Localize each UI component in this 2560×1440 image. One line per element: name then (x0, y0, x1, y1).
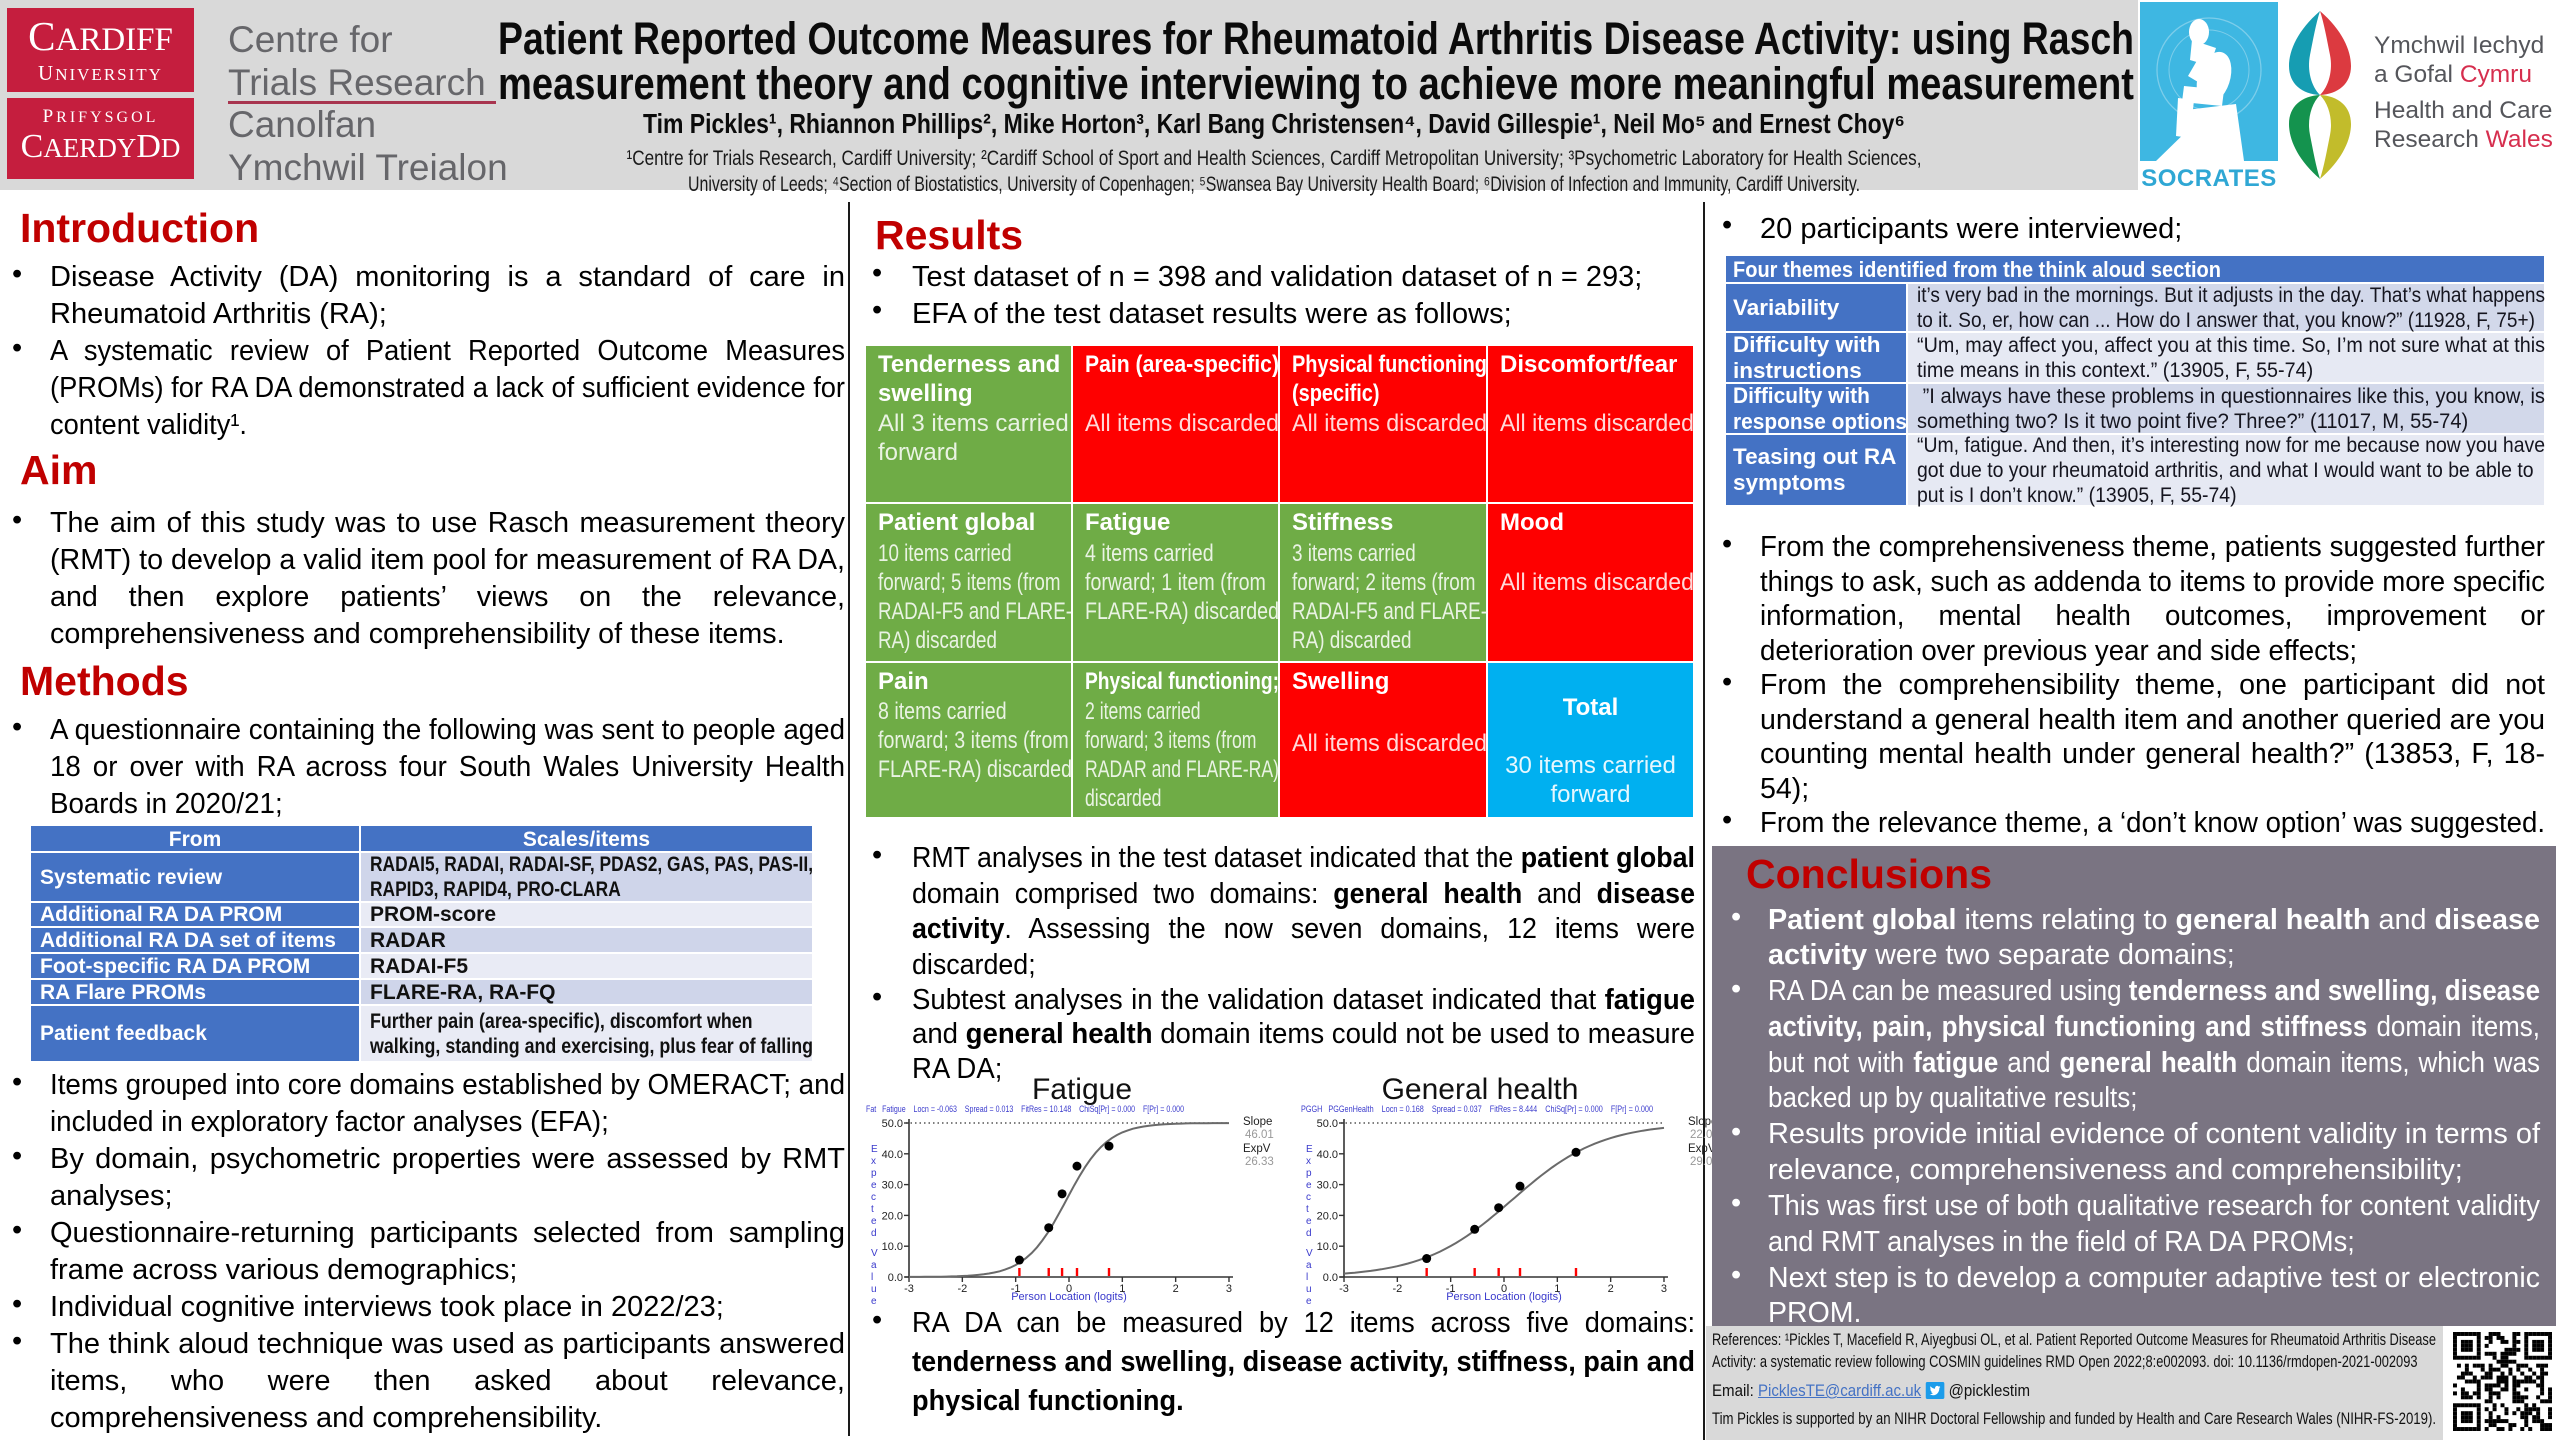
svg-text:10.0: 10.0 (1317, 1241, 1338, 1253)
svg-text:40.0: 40.0 (1317, 1149, 1338, 1161)
svg-text:Slope: Slope (1243, 1116, 1272, 1128)
svg-text:d: d (1306, 1228, 1312, 1239)
svg-text:u: u (871, 1284, 877, 1295)
svg-text:l: l (1306, 1272, 1308, 1283)
svg-text:Fatigue: Fatigue (1032, 1073, 1132, 1106)
svg-text:e: e (1306, 1216, 1312, 1227)
svg-text:-3: -3 (904, 1283, 914, 1295)
svg-text:ExpV: ExpV (1243, 1143, 1271, 1155)
svg-text:e: e (1306, 1180, 1312, 1191)
svg-text:22.03: 22.03 (1690, 1129, 1719, 1141)
svg-text:PGGH PGGenHealth Locn = 0: PGGH PGGenHealth Locn = 0.168 Spread = 0… (1301, 1104, 1653, 1115)
svg-text:e: e (871, 1296, 877, 1307)
svg-text:x: x (871, 1156, 876, 1167)
svg-text:Person Location (logits): Person Location (logits) (1446, 1291, 1562, 1303)
svg-text:0.0: 0.0 (1323, 1272, 1338, 1284)
svg-text:0: 0 (1501, 1283, 1507, 1295)
svg-text:-1: -1 (1446, 1283, 1456, 1295)
svg-text:10.0: 10.0 (882, 1241, 903, 1253)
svg-text:3: 3 (1661, 1283, 1667, 1295)
svg-text:-2: -2 (1392, 1283, 1402, 1295)
svg-text:1: 1 (1554, 1283, 1560, 1295)
svg-text:46.01: 46.01 (1245, 1129, 1274, 1141)
svg-text:SOCRATES: SOCRATES (2141, 165, 2277, 192)
svg-text:20.0: 20.0 (1317, 1210, 1338, 1222)
svg-text:e: e (1306, 1296, 1312, 1307)
svg-text:l: l (871, 1272, 873, 1283)
svg-text:V: V (871, 1248, 878, 1259)
svg-text:c: c (871, 1192, 876, 1203)
svg-text:40.0: 40.0 (882, 1149, 903, 1161)
svg-text:a: a (1306, 1260, 1312, 1271)
svg-text:30.0: 30.0 (882, 1180, 903, 1192)
svg-text:2: 2 (1173, 1283, 1179, 1295)
svg-text:t: t (1306, 1204, 1309, 1215)
svg-text:d: d (871, 1228, 877, 1239)
svg-text:ExpV: ExpV (1688, 1143, 1716, 1155)
svg-text:2: 2 (1608, 1283, 1614, 1295)
svg-text:29.08: 29.08 (1690, 1156, 1719, 1168)
svg-text:50.0: 50.0 (1317, 1118, 1338, 1130)
svg-text:1: 1 (1119, 1283, 1125, 1295)
svg-text:t: t (871, 1204, 874, 1215)
svg-text:Fat Fatigue Locn = -0.063: Fat Fatigue Locn = -0.063 Spread = 0.013… (866, 1104, 1184, 1115)
svg-text:Person Location (logits): Person Location (logits) (1011, 1291, 1127, 1303)
svg-text:V: V (1306, 1248, 1313, 1259)
svg-text:E: E (1306, 1144, 1313, 1155)
svg-text:0.0: 0.0 (888, 1272, 903, 1284)
svg-text:-1: -1 (1011, 1283, 1021, 1295)
svg-text:e: e (871, 1180, 877, 1191)
svg-text:General health: General health (1382, 1073, 1579, 1106)
svg-text:E: E (871, 1144, 878, 1155)
svg-text:-3: -3 (1339, 1283, 1349, 1295)
svg-text:p: p (871, 1168, 877, 1179)
svg-text:Slope: Slope (1688, 1116, 1717, 1128)
svg-text:0: 0 (1066, 1283, 1072, 1295)
svg-text:e: e (871, 1216, 877, 1227)
svg-text:26.33: 26.33 (1245, 1156, 1274, 1168)
svg-text:u: u (1306, 1284, 1312, 1295)
svg-text:p: p (1306, 1168, 1312, 1179)
svg-text:30.0: 30.0 (1317, 1180, 1338, 1192)
svg-text:x: x (1306, 1156, 1311, 1167)
svg-text:20.0: 20.0 (882, 1210, 903, 1222)
svg-text:-2: -2 (957, 1283, 967, 1295)
svg-text:a: a (871, 1260, 877, 1271)
svg-text:50.0: 50.0 (882, 1118, 903, 1130)
svg-text:c: c (1306, 1192, 1311, 1203)
svg-text:3: 3 (1226, 1283, 1232, 1295)
